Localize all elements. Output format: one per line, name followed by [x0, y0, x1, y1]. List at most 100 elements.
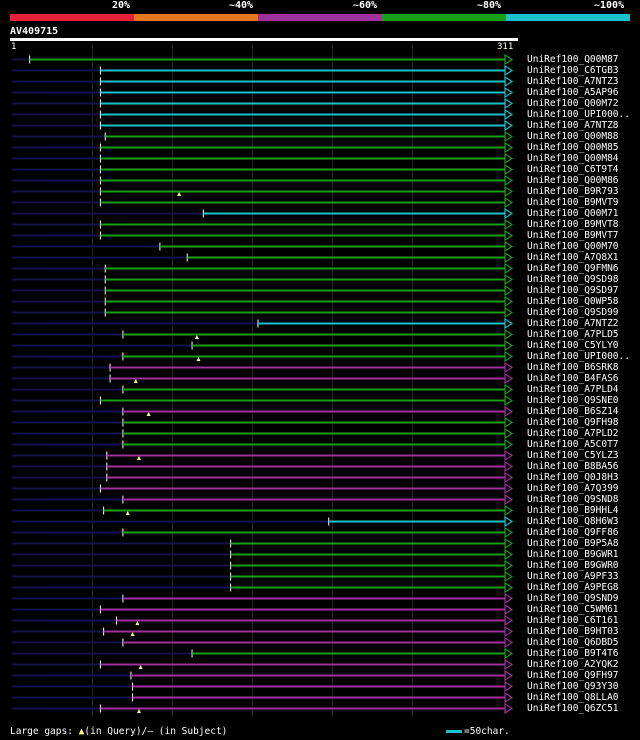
hit-label[interactable]: UniRef100_Q9FMN6: [527, 263, 619, 274]
hit-row[interactable]: UniRef100_Q6ZC51: [0, 702, 640, 715]
hit-label[interactable]: UniRef100_B6SRK8: [527, 362, 619, 373]
hit-label[interactable]: UniRef100_B9T4T6: [527, 648, 619, 659]
hit-row[interactable]: UniRef100_Q9SNE0: [0, 394, 640, 407]
hit-row[interactable]: UniRef100_Q00M84: [0, 152, 640, 165]
hit-row[interactable]: UniRef100_C5YLY0: [0, 339, 640, 352]
hit-label[interactable]: UniRef100_B9GWR0: [527, 560, 619, 571]
hit-label[interactable]: UniRef100_Q93Y30: [527, 681, 619, 692]
hit-row[interactable]: UniRef100_C6T9T4: [0, 163, 640, 176]
hit-row[interactable]: UniRef100_B9R793: [0, 185, 640, 198]
hit-row[interactable]: UniRef100_B9HT03: [0, 625, 640, 638]
hit-row[interactable]: UniRef100_Q00M70: [0, 240, 640, 253]
hit-row[interactable]: UniRef100_C5WM61: [0, 603, 640, 616]
hit-label[interactable]: UniRef100_A7NTZ8: [527, 120, 619, 131]
hit-label[interactable]: UniRef100_Q8LLA0: [527, 692, 619, 703]
hit-label[interactable]: UniRef100_A7PLD5: [527, 329, 619, 340]
hit-label[interactable]: UniRef100_Q9SD99: [527, 307, 619, 318]
hit-label[interactable]: UniRef100_C6T161: [527, 615, 619, 626]
hit-row[interactable]: UniRef100_UPI000..: [0, 350, 640, 363]
hit-label[interactable]: UniRef100_Q9SND8: [527, 494, 619, 505]
hit-row[interactable]: UniRef100_Q00M86: [0, 174, 640, 187]
hit-row[interactable]: UniRef100_Q9FMN6: [0, 262, 640, 275]
hit-row[interactable]: UniRef100_Q9FH97: [0, 669, 640, 682]
hit-row[interactable]: UniRef100_C6TGB3: [0, 64, 640, 77]
hit-row[interactable]: UniRef100_Q00M71: [0, 207, 640, 220]
hit-label[interactable]: UniRef100_Q00M70: [527, 241, 619, 252]
hit-row[interactable]: UniRef100_B9MVT8: [0, 218, 640, 231]
hit-label[interactable]: UniRef100_A7Q399: [527, 483, 619, 494]
hit-label[interactable]: UniRef100_Q0J8H3: [527, 472, 619, 483]
hit-label[interactable]: UniRef100_Q9SNE0: [527, 395, 619, 406]
hit-row[interactable]: UniRef100_Q9FH98: [0, 416, 640, 429]
hit-row[interactable]: UniRef100_Q8LLA0: [0, 691, 640, 704]
hit-row[interactable]: UniRef100_Q00M87: [0, 53, 640, 66]
hit-label[interactable]: UniRef100_Q6ZC51: [527, 703, 619, 714]
hit-label[interactable]: UniRef100_A5C0T7: [527, 439, 619, 450]
hit-row[interactable]: UniRef100_B8BA56: [0, 460, 640, 473]
hit-label[interactable]: UniRef100_Q00M88: [527, 131, 619, 142]
hit-row[interactable]: UniRef100_Q93Y30: [0, 680, 640, 693]
hit-label[interactable]: UniRef100_C5WM61: [527, 604, 619, 615]
hit-row[interactable]: UniRef100_Q0J8H3: [0, 471, 640, 484]
hit-row[interactable]: UniRef100_B9MVT7: [0, 229, 640, 242]
hit-row[interactable]: UniRef100_A7PLD4: [0, 383, 640, 396]
hit-label[interactable]: UniRef100_B9HHL4: [527, 505, 619, 516]
hit-label[interactable]: UniRef100_C6TGB3: [527, 65, 619, 76]
hit-label[interactable]: UniRef100_Q00M84: [527, 153, 619, 164]
hit-row[interactable]: UniRef100_UPI000..: [0, 108, 640, 121]
hit-row[interactable]: UniRef100_Q00M85: [0, 141, 640, 154]
hit-row[interactable]: UniRef100_Q9SND9: [0, 592, 640, 605]
hit-label[interactable]: UniRef100_A7PLD4: [527, 384, 619, 395]
hit-row[interactable]: UniRef100_B6SZ14: [0, 405, 640, 418]
hit-label[interactable]: UniRef100_A9PEG8: [527, 582, 619, 593]
hit-label[interactable]: UniRef100_B9GWR1: [527, 549, 619, 560]
hit-row[interactable]: UniRef100_A9PEG8: [0, 581, 640, 594]
hit-row[interactable]: UniRef100_C5YLZ3: [0, 449, 640, 462]
hit-label[interactable]: UniRef100_UPI000..: [527, 109, 630, 120]
hit-row[interactable]: UniRef100_Q00M88: [0, 130, 640, 143]
hit-label[interactable]: UniRef100_UPI000..: [527, 351, 630, 362]
hit-label[interactable]: UniRef100_Q9SD98: [527, 274, 619, 285]
hit-label[interactable]: UniRef100_Q00M72: [527, 98, 619, 109]
hit-row[interactable]: UniRef100_Q9SD97: [0, 284, 640, 297]
hit-row[interactable]: UniRef100_B9MVT9: [0, 196, 640, 209]
hit-row[interactable]: UniRef100_B9GWR1: [0, 548, 640, 561]
hit-label[interactable]: UniRef100_A7NTZ3: [527, 76, 619, 87]
hit-label[interactable]: UniRef100_A7PLD2: [527, 428, 619, 439]
hit-label[interactable]: UniRef100_Q8H6W3: [527, 516, 619, 527]
hit-row[interactable]: UniRef100_B9T4T6: [0, 647, 640, 660]
hit-row[interactable]: UniRef100_C6T161: [0, 614, 640, 627]
hit-label[interactable]: UniRef100_B4FAS6: [527, 373, 619, 384]
hit-label[interactable]: UniRef100_A9PF33: [527, 571, 619, 582]
hit-label[interactable]: UniRef100_C5YLZ3: [527, 450, 619, 461]
hit-label[interactable]: UniRef100_B9MVT7: [527, 230, 619, 241]
hit-row[interactable]: UniRef100_A7Q399: [0, 482, 640, 495]
hit-row[interactable]: UniRef100_Q9SD98: [0, 273, 640, 286]
hit-row[interactable]: UniRef100_B9HHL4: [0, 504, 640, 517]
hit-row[interactable]: UniRef100_A7NTZ3: [0, 75, 640, 88]
hit-row[interactable]: UniRef100_A9PF33: [0, 570, 640, 583]
hit-label[interactable]: UniRef100_Q9SND9: [527, 593, 619, 604]
hit-row[interactable]: UniRef100_A5AP96: [0, 86, 640, 99]
hit-label[interactable]: UniRef100_B6SZ14: [527, 406, 619, 417]
hit-label[interactable]: UniRef100_Q0WP58: [527, 296, 619, 307]
hit-row[interactable]: UniRef100_A2YQK2: [0, 658, 640, 671]
hit-row[interactable]: UniRef100_Q9FF86: [0, 526, 640, 539]
hit-row[interactable]: UniRef100_Q9SD99: [0, 306, 640, 319]
hit-label[interactable]: UniRef100_Q9FH97: [527, 670, 619, 681]
hit-label[interactable]: UniRef100_A2YQK2: [527, 659, 619, 670]
hit-row[interactable]: UniRef100_Q9SND8: [0, 493, 640, 506]
hit-row[interactable]: UniRef100_B9GWR0: [0, 559, 640, 572]
hit-row[interactable]: UniRef100_B9P5A8: [0, 537, 640, 550]
hit-label[interactable]: UniRef100_Q00M86: [527, 175, 619, 186]
hit-label[interactable]: UniRef100_Q9SD97: [527, 285, 619, 296]
hit-row[interactable]: UniRef100_Q6DBD5: [0, 636, 640, 649]
hit-label[interactable]: UniRef100_A7NTZ2: [527, 318, 619, 329]
hit-label[interactable]: UniRef100_A5AP96: [527, 87, 619, 98]
hit-row[interactable]: UniRef100_B4FAS6: [0, 372, 640, 385]
hit-label[interactable]: UniRef100_C6T9T4: [527, 164, 619, 175]
hit-label[interactable]: UniRef100_B8BA56: [527, 461, 619, 472]
hit-label[interactable]: UniRef100_A7Q8X1: [527, 252, 619, 263]
hit-row[interactable]: UniRef100_A7NTZ2: [0, 317, 640, 330]
hit-row[interactable]: UniRef100_Q8H6W3: [0, 515, 640, 528]
